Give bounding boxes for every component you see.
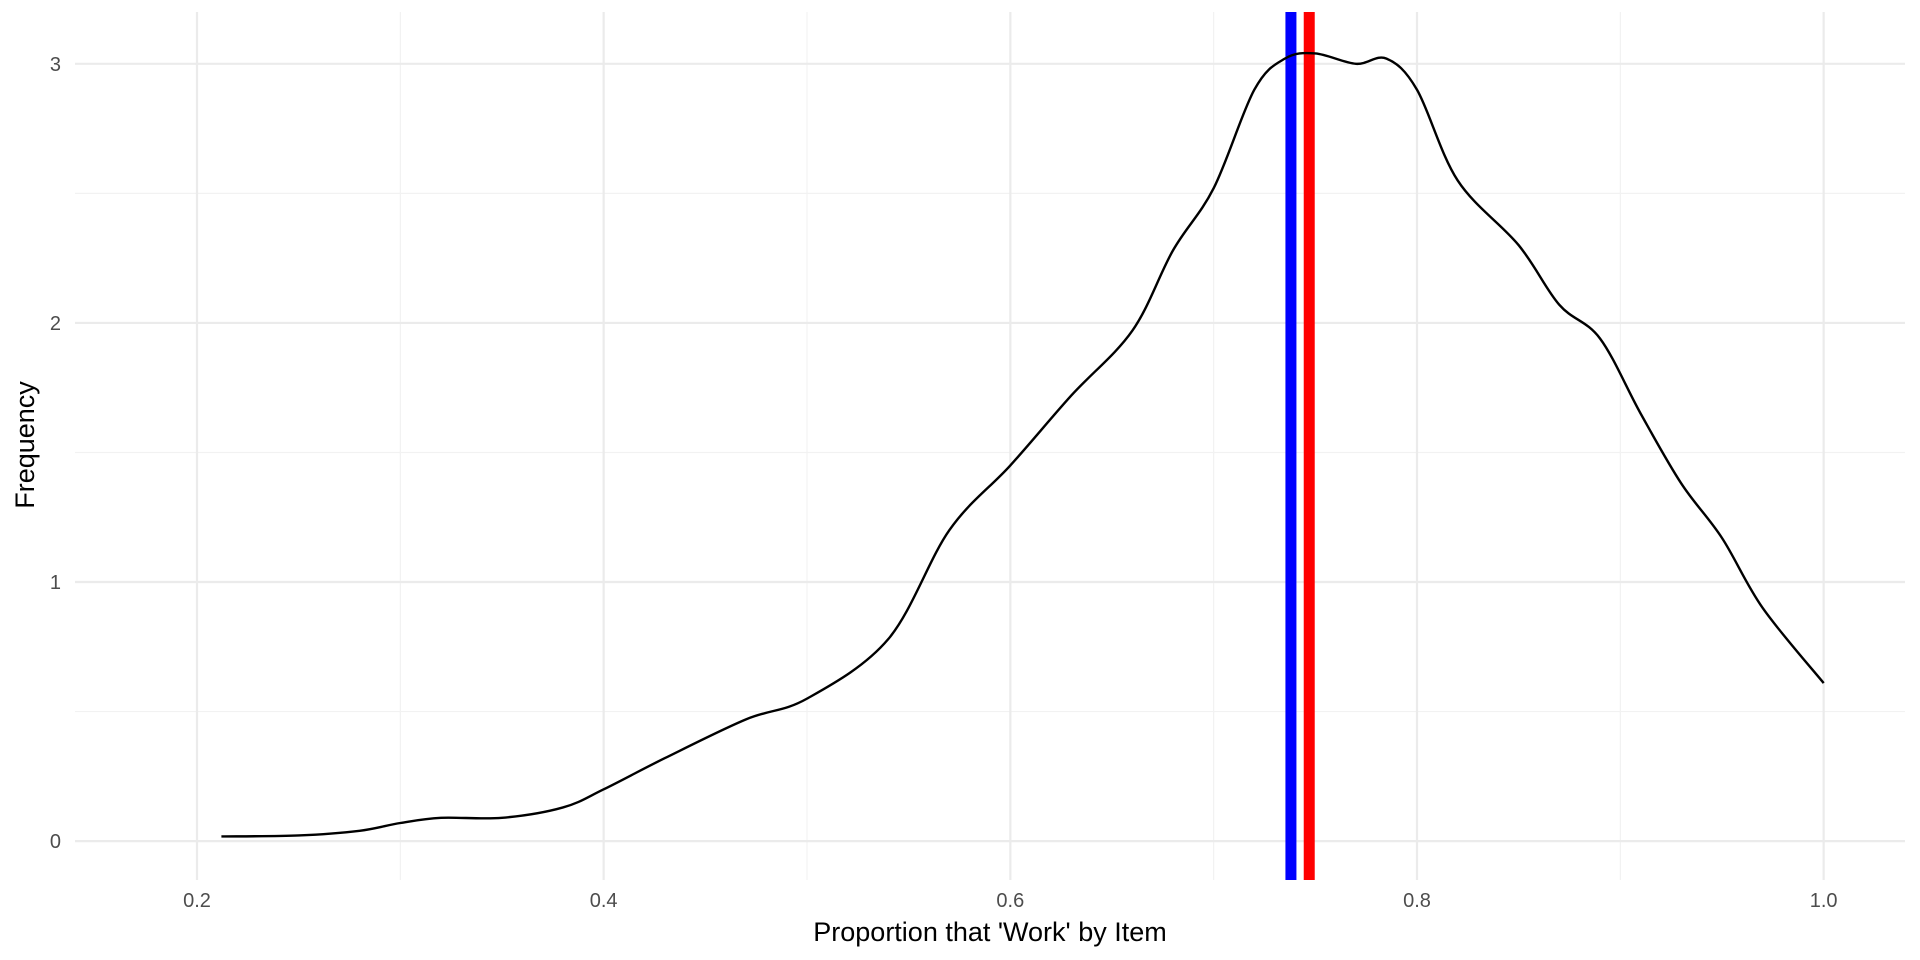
x-tick-label: 1.0 <box>1810 890 1838 912</box>
y-tick-label: 1 <box>50 572 61 594</box>
tick-labels: 0.2 0.4 0.6 0.8 1.0 0 1 2 3 <box>50 54 1838 912</box>
y-tick-label: 2 <box>50 313 61 335</box>
grid-lines <box>75 12 1905 880</box>
x-axis-label: Proportion that 'Work' by Item <box>813 917 1166 947</box>
chart-marks <box>221 12 1825 880</box>
x-tick-label: 0.8 <box>1403 890 1431 912</box>
x-tick-label: 0.4 <box>590 890 618 912</box>
density-curve <box>221 51 1825 838</box>
y-tick-label: 3 <box>50 54 61 76</box>
y-axis-label: Frequency <box>10 381 40 509</box>
y-tick-label: 0 <box>50 831 61 853</box>
x-tick-label: 0.6 <box>996 890 1024 912</box>
x-tick-label: 0.2 <box>183 890 211 912</box>
